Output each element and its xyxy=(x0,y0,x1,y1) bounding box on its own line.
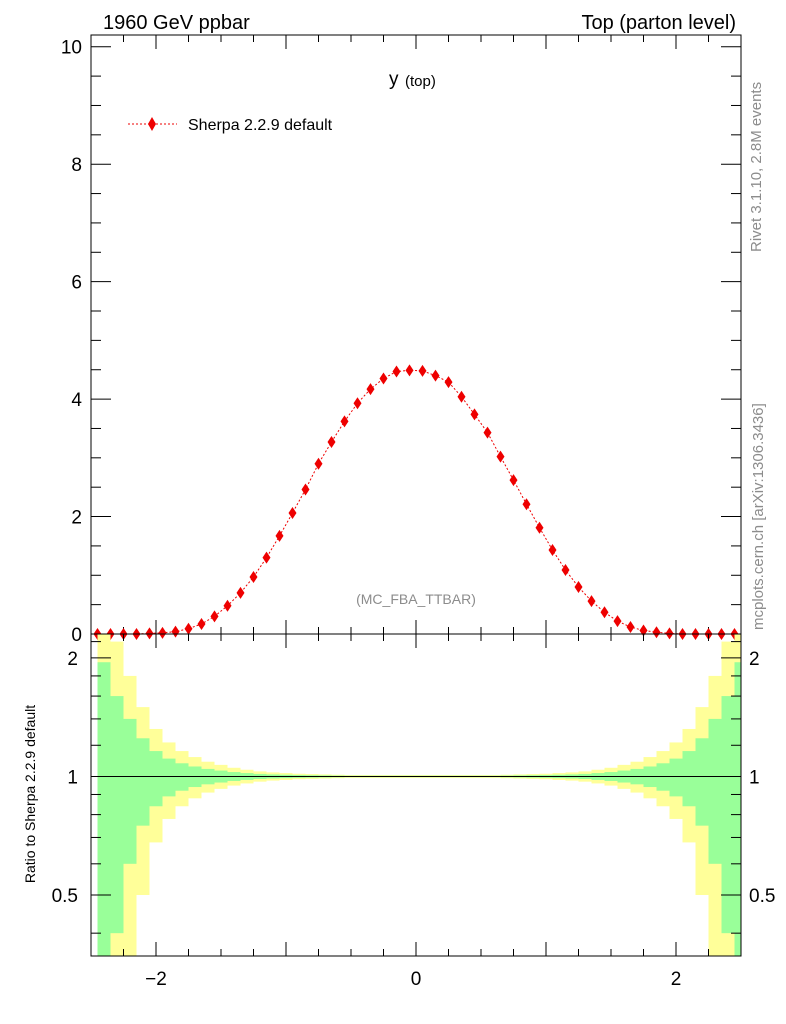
data-point xyxy=(470,408,479,421)
data-point xyxy=(275,529,284,542)
data-point xyxy=(522,498,531,511)
data-point xyxy=(314,457,323,470)
data-point xyxy=(561,563,570,576)
data-point xyxy=(366,383,375,396)
data-point xyxy=(262,551,271,564)
band-inner-bin xyxy=(734,662,741,956)
ratio-y-tick-label: 0.5 xyxy=(52,886,78,907)
x-tick-label: 0 xyxy=(411,969,422,990)
y-tick-label: 0 xyxy=(71,625,82,646)
ratio-y-tick-label-right: 0.5 xyxy=(749,886,775,907)
data-point xyxy=(535,521,544,534)
data-point xyxy=(548,544,557,557)
band-inner-bin xyxy=(669,758,683,797)
ratio-ylabel: Ratio to Sherpa 2.2.9 default xyxy=(22,705,38,883)
data-point xyxy=(145,627,154,640)
ratio-y-axis: 0.5 0.5 1 1 2 2 xyxy=(52,641,775,934)
plot-title-sub: (top) xyxy=(405,73,436,90)
data-point xyxy=(613,615,622,628)
data-point xyxy=(444,376,453,389)
ratio-y-tick-label: 1 xyxy=(67,767,78,788)
data-point xyxy=(184,622,193,635)
data-point xyxy=(496,450,505,463)
analysis-label: (MC_FBA_TTBAR) xyxy=(356,591,476,607)
legend-marker xyxy=(148,117,156,131)
x-tick-label: 2 xyxy=(671,969,682,990)
data-point xyxy=(327,435,336,448)
data-point xyxy=(288,507,297,520)
main-y-axis: 0 2 4 6 8 10 xyxy=(61,35,742,646)
legend: Sherpa 2.2.9 default xyxy=(128,117,333,134)
data-point xyxy=(639,624,648,637)
data-point xyxy=(457,390,466,403)
main-series xyxy=(93,364,739,640)
y-tick-label: 6 xyxy=(71,273,82,294)
data-point xyxy=(665,627,674,640)
band-inner-bin xyxy=(162,758,176,797)
data-point xyxy=(600,606,609,619)
series-line xyxy=(97,369,735,635)
data-point xyxy=(379,372,388,385)
data-point xyxy=(652,626,661,639)
data-point xyxy=(158,626,167,639)
band-inner-bin xyxy=(695,738,709,826)
x-axis: −2 0 2 xyxy=(90,634,742,990)
data-point xyxy=(236,586,245,599)
y-tick-label: 8 xyxy=(71,155,82,176)
plot-title-main: y xyxy=(389,69,399,90)
ratio-y-tick-label: 2 xyxy=(67,649,78,670)
data-point xyxy=(509,474,518,487)
data-point xyxy=(197,618,206,631)
x-tick-label: −2 xyxy=(145,969,167,990)
band-inner-bin xyxy=(175,763,189,791)
data-point xyxy=(249,571,258,584)
data-point xyxy=(626,620,635,633)
ratio-y-tick-label-right: 2 xyxy=(749,649,760,670)
ratio-frame xyxy=(90,633,742,957)
ratio-panel: 0.5 0.5 1 1 2 2 −2 0 2 Ratio to Sherpa 2.2.9 de… xyxy=(22,633,775,990)
legend-label: Sherpa 2.2.9 default xyxy=(188,117,333,134)
data-point xyxy=(223,599,232,612)
data-point xyxy=(574,581,583,594)
ratio-bands xyxy=(97,634,741,956)
data-point xyxy=(171,625,180,638)
data-point xyxy=(210,610,219,623)
header-left: 1960 GeV ppbar xyxy=(103,12,250,34)
data-point xyxy=(418,364,427,377)
band-inner-bin xyxy=(149,751,163,807)
data-point xyxy=(340,415,349,428)
data-point xyxy=(392,365,401,378)
data-point xyxy=(431,369,440,382)
y-tick-label: 10 xyxy=(61,38,82,59)
main-panel: y (top) (MC_FBA_TTBAR) 0 2 4 6 8 10 Sherpa 2.… xyxy=(61,34,742,646)
rivet-label: Rivet 3.1.10, 2.8M events xyxy=(748,82,765,252)
data-point xyxy=(405,364,414,377)
band-inner-bin xyxy=(682,751,696,807)
mcplots-label: mcplots.cern.ch [arXiv:1306.3436] xyxy=(750,403,767,630)
band-inner-bin xyxy=(97,662,111,956)
data-point xyxy=(483,426,492,439)
band-inner-bin xyxy=(721,696,735,934)
band-inner-bin xyxy=(136,738,150,826)
data-point xyxy=(301,483,310,496)
data-point xyxy=(353,397,362,410)
band-inner-bin xyxy=(110,696,124,934)
band-inner-bin xyxy=(656,763,670,791)
header-right: Top (parton level) xyxy=(581,12,736,34)
y-tick-label: 2 xyxy=(71,508,82,529)
y-tick-label: 4 xyxy=(71,390,82,411)
band-inner-bin xyxy=(123,718,137,864)
data-point xyxy=(587,595,596,608)
ratio-y-tick-label-right: 1 xyxy=(749,767,760,788)
band-inner-bin xyxy=(708,718,722,864)
